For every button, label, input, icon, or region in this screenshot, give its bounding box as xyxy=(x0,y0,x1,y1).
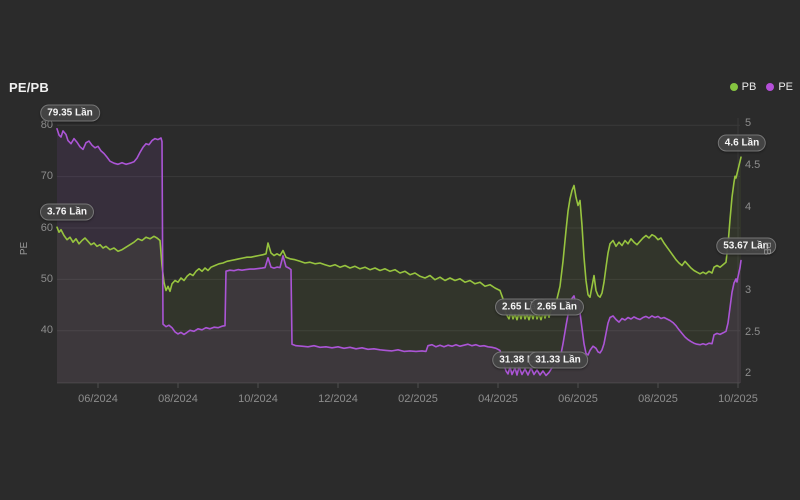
pe-series-line xyxy=(56,128,742,377)
legend-label: PB xyxy=(741,81,757,93)
chart-legend: PB PE xyxy=(729,81,793,93)
right-axis-tick-label: 2 xyxy=(745,367,752,380)
left-axis-tick-label: 50 xyxy=(40,272,53,285)
x-axis-tick-label: 08/2024 xyxy=(158,393,198,405)
value-annotation-pill: 2.65 Lần xyxy=(529,298,585,316)
x-axis-tick-label: 10/2024 xyxy=(238,393,278,405)
x-axis-tick-label: 02/2025 xyxy=(398,393,438,405)
chart-title: PE/PB xyxy=(9,80,50,95)
right-axis-tick-label: 5 xyxy=(745,117,752,130)
x-axis-tick-label: 04/2025 xyxy=(478,393,518,405)
left-axis-tick-label: 80 xyxy=(40,118,53,131)
legend-label: PE xyxy=(778,81,793,93)
pb-series-line xyxy=(56,156,742,321)
x-axis-tick-label: 12/2024 xyxy=(318,393,358,405)
left-axis-title: PE xyxy=(19,241,31,256)
right-axis-tick-label: 4 xyxy=(745,200,752,213)
x-axis-tick-label: 06/2025 xyxy=(558,393,598,405)
value-annotation-pill: 53.67 Lần xyxy=(716,237,776,255)
right-axis-tick-label: 4.5 xyxy=(745,159,761,171)
value-annotation-pill: 3.76 Lần xyxy=(39,203,95,221)
legend-item-pe[interactable]: PE xyxy=(766,81,793,93)
value-annotation-pill: 31.33 Lần xyxy=(528,351,588,369)
x-axis-tick-label: 08/2025 xyxy=(638,393,678,405)
pb-series-area xyxy=(57,157,741,383)
legend-item-pb[interactable]: PB xyxy=(729,81,757,93)
left-axis-tick-label: 70 xyxy=(40,170,53,183)
value-annotation-pill: 4.6 Lần xyxy=(717,134,767,152)
x-axis-tick-label: 06/2024 xyxy=(78,393,118,405)
value-annotation-pill: 79.35 Lần xyxy=(40,104,100,122)
pe-series-area xyxy=(57,128,741,383)
left-axis-tick-label: 40 xyxy=(40,324,53,337)
right-axis-tick-label: 3 xyxy=(745,284,752,296)
right-axis-tick-label: 2.5 xyxy=(745,325,761,338)
right-axis-title: PB xyxy=(761,241,773,256)
x-axis-tick-label: 10/2025 xyxy=(718,393,758,405)
left-axis-tick-label: 60 xyxy=(40,221,53,234)
legend-pe-dot-icon xyxy=(766,83,775,91)
legend-pb-dot-icon xyxy=(729,83,738,91)
